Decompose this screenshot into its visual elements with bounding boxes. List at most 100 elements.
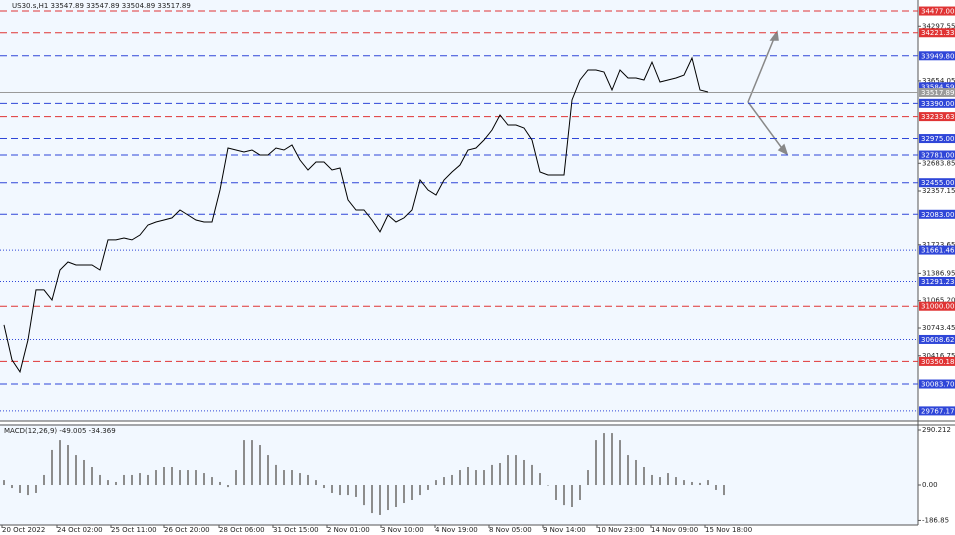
- macd-bar: [75, 455, 77, 486]
- macd-bar: [219, 481, 221, 486]
- macd-bar: [27, 485, 29, 496]
- macd-bar: [339, 485, 341, 496]
- macd-bar: [187, 470, 189, 486]
- macd-bar: [387, 485, 389, 511]
- macd-bar: [619, 440, 621, 486]
- x-tick-label: 8 Nov 05:00: [489, 526, 532, 534]
- level-box: [919, 87, 955, 97]
- macd-bar: [267, 455, 269, 486]
- level-label: 34477.00: [921, 8, 954, 16]
- macd-bar: [419, 485, 421, 496]
- forecast-arrows: [747, 30, 789, 156]
- macd-bar: [627, 455, 629, 486]
- level-box: [919, 379, 955, 389]
- level-box: [919, 134, 955, 144]
- macd-bar: [195, 470, 197, 486]
- macd-bar: [299, 473, 301, 486]
- macd-bar: [475, 470, 477, 486]
- macd-bar: [491, 464, 493, 486]
- macd-bar: [411, 485, 413, 500]
- x-tick-label: 28 Oct 06:00: [219, 526, 265, 534]
- macd-bar: [139, 473, 141, 486]
- y-tick-label: 31386.95: [922, 269, 955, 277]
- macd-bar: [83, 459, 85, 486]
- x-tick-label: 10 Nov 23:00: [597, 526, 644, 534]
- y-tick-label: 32357.15: [922, 187, 955, 195]
- y-tick-label: 33654.05: [922, 77, 955, 85]
- x-tick-label: 24 Oct 02:00: [57, 526, 103, 534]
- arrow-down: [747, 101, 785, 152]
- macd-bar: [531, 464, 533, 486]
- macd-bar: [347, 485, 349, 496]
- macd-bar: [43, 474, 45, 486]
- macd-bar: [243, 440, 245, 486]
- level-label: 30083.70: [921, 381, 954, 389]
- x-tick-label: 9 Nov 14:00: [543, 526, 586, 534]
- macd-bar: [563, 485, 565, 506]
- macd-bar: [707, 480, 709, 486]
- macd-bar: [155, 470, 157, 486]
- macd-bar: [587, 470, 589, 486]
- macd-bar: [3, 480, 5, 486]
- macd-bar: [459, 470, 461, 486]
- macd-bar: [555, 485, 557, 500]
- macd-bar: [323, 485, 325, 489]
- level-label: 29767.17: [921, 407, 954, 415]
- level-box: [919, 178, 955, 188]
- x-tick-label: 4 Nov 19:00: [435, 526, 478, 534]
- macd-bar: [67, 445, 69, 486]
- chart-title: US30.s,H1 33547.89 33547.89 33504.89 335…: [12, 2, 191, 10]
- level-label: 34221.33: [921, 29, 954, 37]
- macd-bar: [275, 464, 277, 486]
- arrow-head: [769, 30, 779, 41]
- macd-bar: [123, 474, 125, 486]
- macd-bar: [51, 449, 53, 486]
- level-label: 31000.00: [921, 303, 954, 311]
- level-label: 32455.00: [921, 179, 954, 187]
- macd-bar: [659, 477, 661, 486]
- x-tick-label: 14 Nov 09:00: [651, 526, 698, 534]
- macd-bar: [715, 485, 717, 490]
- x-tick-label: 15 Nov 18:00: [705, 526, 752, 534]
- macd-bar: [251, 440, 253, 486]
- macd-bar: [291, 470, 293, 486]
- macd-bar: [259, 445, 261, 486]
- macd-bar: [11, 485, 13, 489]
- x-tick-label: 2 Nov 01:00: [327, 526, 370, 534]
- macd-bar: [35, 485, 37, 493]
- level-box: [919, 209, 955, 219]
- level-label: 33517.89: [921, 89, 954, 97]
- macd-bar: [235, 470, 237, 486]
- macd-bar: [523, 459, 525, 486]
- macd-bar: [211, 477, 213, 486]
- level-label: 33390.00: [921, 100, 954, 108]
- macd-bar: [307, 474, 309, 486]
- macd-title: MACD(12,26,9) -49.005 -34.369: [4, 427, 116, 435]
- level-label: 33233.63: [921, 113, 954, 121]
- macd-bar: [91, 467, 93, 486]
- macd-bar: [363, 485, 365, 506]
- level-label: 32083.00: [921, 211, 954, 219]
- level-label: 33949.80: [921, 52, 954, 60]
- macd-bar: [395, 485, 397, 507]
- macd-bar: [227, 485, 229, 488]
- macd-bar: [603, 433, 605, 486]
- x-tick-label: 25 Oct 11:00: [111, 526, 157, 534]
- y-tick-label: 0.00: [922, 481, 938, 489]
- level-label: 30350.18: [921, 358, 954, 366]
- macd-bar: [507, 455, 509, 486]
- macd-bar: [467, 467, 469, 486]
- level-label: 33584.59: [921, 83, 954, 91]
- level-box: [919, 245, 955, 255]
- macd-bar: [499, 463, 501, 486]
- macd-bar: [427, 485, 429, 490]
- arrow-up: [747, 35, 776, 103]
- macd-bar: [539, 473, 541, 486]
- macd-bar: [331, 485, 333, 493]
- level-label: 32975.00: [921, 135, 954, 143]
- level-box: [919, 82, 955, 92]
- macd-bar: [403, 485, 405, 504]
- macd-bar: [163, 467, 165, 486]
- macd-bar: [59, 440, 61, 486]
